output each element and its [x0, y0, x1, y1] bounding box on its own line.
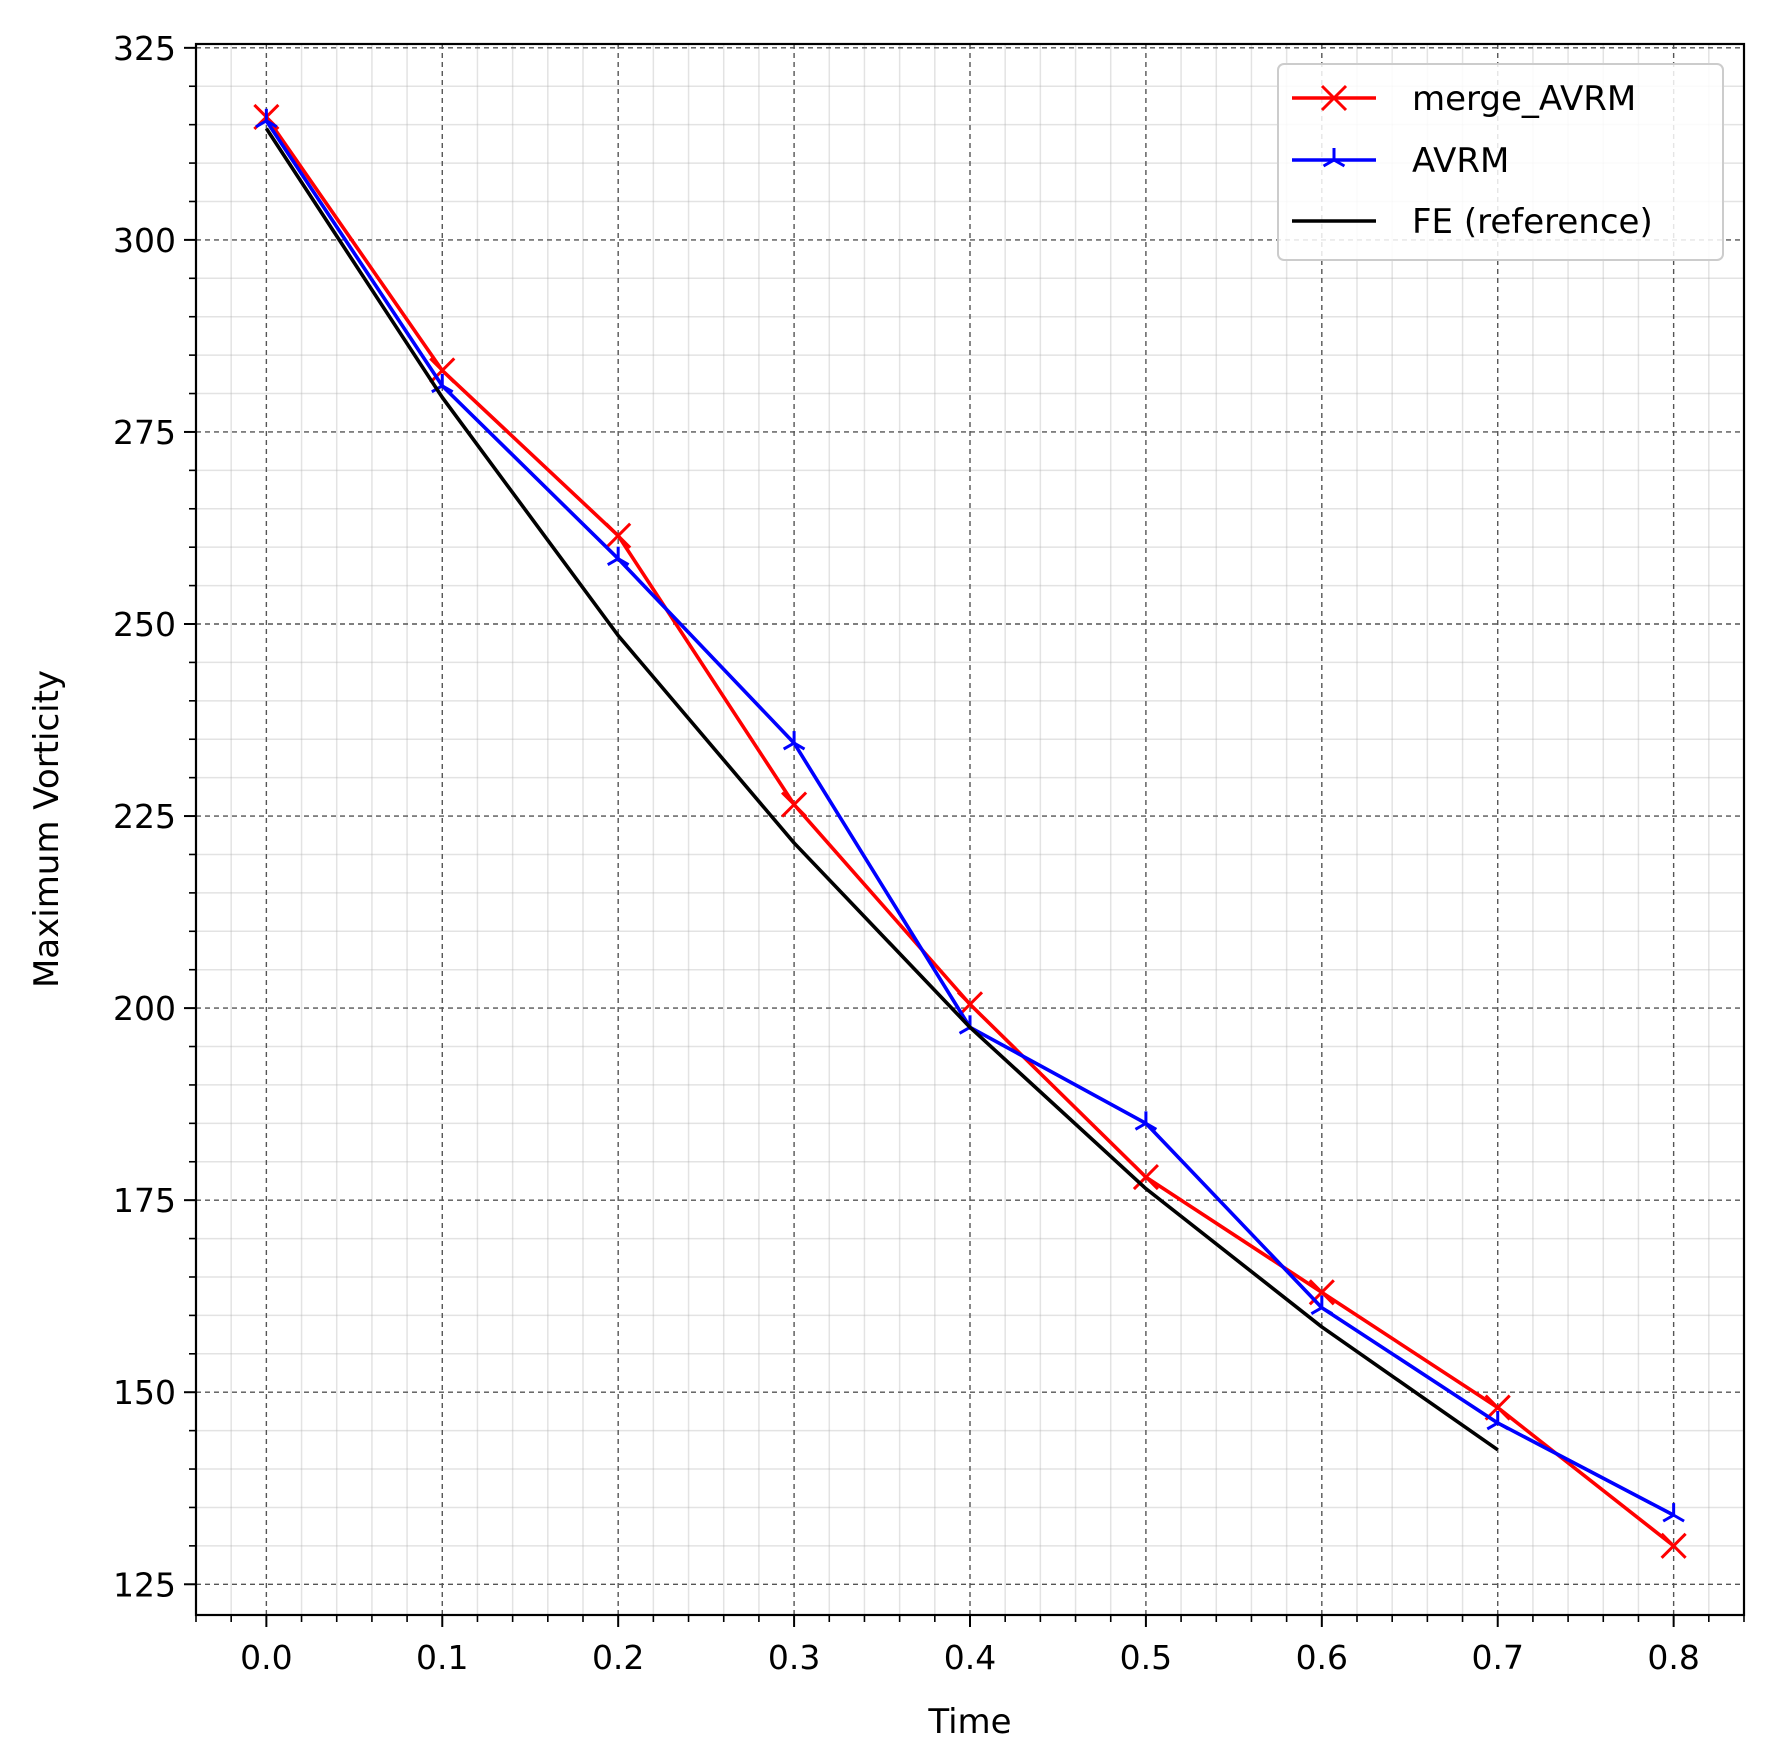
data-point-avrm — [1134, 1111, 1158, 1131]
data-point-avrm-stroke — [1134, 1122, 1147, 1131]
data-point-avrm-stroke — [1486, 1421, 1499, 1431]
legend-label-fe-reference: FE (reference) — [1412, 202, 1653, 242]
data-point-avrm-stroke — [1496, 1421, 1509, 1431]
data-point-merge-avrm — [429, 357, 456, 384]
data-point-avrm-stroke — [441, 384, 454, 394]
minor-grid — [195, 44, 1745, 1615]
x-tick-labels: 0.0 0.1 0.2 0.3 0.4 0.5 0.6 0.7 0.8 — [240, 1638, 1700, 1677]
data-point-avrm-stroke — [958, 1026, 971, 1035]
data-point-avrm — [1486, 1410, 1509, 1431]
data-point-avrm — [1662, 1503, 1685, 1523]
x-axis-label: Time — [927, 1702, 1011, 1742]
data-point-avrm-stroke — [1321, 1306, 1334, 1316]
data-point-avrm-stroke — [606, 557, 619, 567]
data-point-avrm-stroke — [1145, 1122, 1158, 1131]
data-point-merge-avrm-stroke — [781, 791, 808, 818]
legend-marker-merge-avrm — [1320, 84, 1348, 112]
series-layer — [253, 103, 1687, 1559]
major-grid — [196, 44, 1744, 1615]
legend-marker-avrm — [1322, 148, 1346, 168]
data-point-merge-avrm — [1132, 1164, 1159, 1191]
legend-label-avrm: AVRM — [1412, 141, 1509, 181]
y-tick-label: 125 — [113, 1565, 176, 1604]
data-point-avrm-stroke — [617, 557, 630, 567]
y-tick-label: 275 — [113, 413, 176, 452]
x-tick-label: 0.4 — [944, 1638, 996, 1677]
x-tick-label: 0.6 — [1296, 1638, 1348, 1677]
y-tick-label: 175 — [113, 1181, 176, 1220]
x-tick-label: 0.2 — [592, 1638, 644, 1677]
tick-marks — [184, 46, 1745, 1627]
data-point-avrm-stroke — [1672, 1513, 1685, 1523]
data-point-merge-avrm — [605, 522, 632, 549]
data-point-merge-avrm-stroke — [1660, 1532, 1687, 1559]
y-tick-label: 250 — [113, 605, 176, 644]
data-point-avrm-stroke — [782, 741, 795, 751]
y-tick-label: 150 — [113, 1373, 176, 1412]
x-tick-label: 0.3 — [768, 1638, 820, 1677]
series-line-fe-reference — [264, 127, 1499, 1452]
y-tick-label: 300 — [113, 221, 176, 260]
data-point-avrm — [606, 546, 630, 567]
data-point-avrm-stroke — [793, 741, 806, 751]
data-point-merge-avrm — [1660, 1532, 1687, 1559]
data-point-merge-avrm-stroke — [605, 522, 632, 549]
y-tick-label: 200 — [113, 989, 176, 1028]
data-point-avrm-stroke — [255, 119, 268, 129]
legend-marker-avrm-stroke — [1322, 158, 1335, 168]
y-tick-label: 225 — [113, 797, 176, 836]
legend: merge_AVRM AVRM FE (reference) — [1277, 63, 1724, 261]
data-point-avrm — [782, 731, 806, 751]
data-point-avrm-stroke — [1662, 1513, 1675, 1523]
y-axis-label: Maximum Vorticity — [27, 670, 67, 988]
data-point-merge-avrm-stroke — [429, 357, 456, 384]
data-point-avrm-stroke — [265, 119, 278, 129]
y-tick-labels: 125 150 175 200 225 250 275 300 325 — [113, 29, 176, 1604]
x-tick-label: 0.8 — [1647, 1638, 1699, 1677]
data-point-avrm — [255, 108, 278, 129]
x-tick-label: 0.0 — [240, 1638, 292, 1677]
data-point-avrm-stroke — [1310, 1306, 1323, 1316]
data-point-merge-avrm — [781, 791, 808, 818]
data-point-avrm — [1310, 1295, 1334, 1316]
x-tick-label: 0.7 — [1471, 1638, 1523, 1677]
legend-frame — [1277, 63, 1724, 261]
y-tick-label: 325 — [113, 29, 176, 68]
legend-marker-merge-avrm-stroke — [1320, 84, 1348, 112]
legend-label-merge-avrm: merge_AVRM — [1412, 79, 1636, 119]
data-point-merge-avrm-stroke — [1132, 1164, 1159, 1191]
legend-marker-avrm-stroke — [1333, 158, 1346, 168]
x-tick-label: 0.5 — [1120, 1638, 1172, 1677]
x-tick-label: 0.1 — [416, 1638, 468, 1677]
